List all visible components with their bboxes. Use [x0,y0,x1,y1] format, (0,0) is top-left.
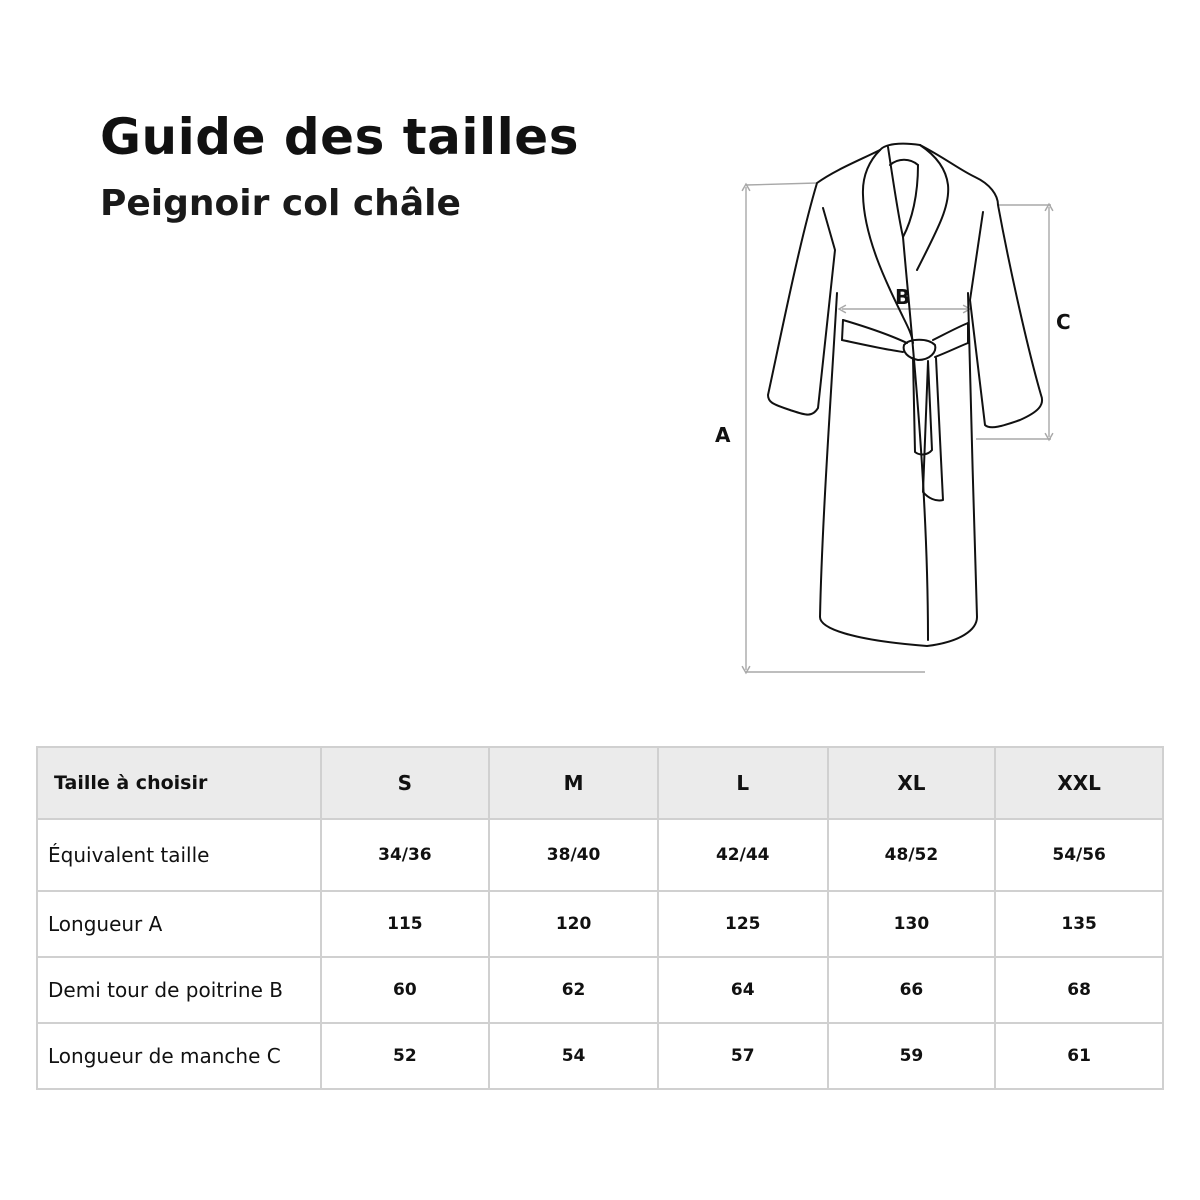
table-cell: 64 [656,956,829,1024]
column-header: S [319,746,491,820]
table-cell: 125 [656,890,829,958]
table-cell: 130 [826,890,997,958]
row-label: Longueur de manche C [36,1022,322,1090]
row-label: Équivalent taille [36,818,322,892]
table-row: Demi tour de poitrine B 60 62 64 66 68 [36,956,1164,1024]
column-header: M [488,746,659,820]
table-cell: 60 [319,956,491,1024]
table-cell: 68 [994,956,1164,1024]
table-cell: 57 [656,1022,829,1090]
table-row: Longueur de manche C 52 54 57 59 61 [36,1022,1164,1090]
row-label: Longueur A [36,890,322,958]
table-cell: 66 [826,956,997,1024]
dimension-b-label: B [895,285,911,309]
size-table: Taille à choisir S M L XL XXL Équivalent… [36,746,1164,1090]
column-header: L [656,746,829,820]
bathrobe-diagram [741,142,1054,675]
column-header: XXL [994,746,1164,820]
table-cell: 54/56 [994,818,1164,892]
table-header-row: Taille à choisir S M L XL XXL [36,746,1164,820]
table-row: Longueur A 115 120 125 130 135 [36,890,1164,958]
table-row: Équivalent taille 34/36 38/40 42/44 48/5… [36,818,1164,892]
table-cell: 62 [488,956,659,1024]
table-cell: 48/52 [826,818,997,892]
column-header: XL [826,746,997,820]
dimension-a-label: A [715,423,731,447]
bathrobe-outline [767,142,1043,647]
table-cell: 54 [488,1022,659,1090]
table-cell: 38/40 [488,818,659,892]
table-cell: 59 [826,1022,997,1090]
table-cell: 52 [319,1022,491,1090]
table-cell: 34/36 [319,818,491,892]
column-header: Taille à choisir [36,746,322,820]
belt-knot [902,338,937,361]
page-subtitle: Peignoir col châle [100,183,461,224]
table-cell: 42/44 [656,818,829,892]
table-cell: 135 [994,890,1164,958]
table-cell: 61 [994,1022,1164,1090]
table-cell: 120 [488,890,659,958]
dimension-c-label: C [1056,310,1071,334]
row-label: Demi tour de poitrine B [36,956,322,1024]
page-title: Guide des tailles [100,108,579,166]
table-cell: 115 [319,890,491,958]
dimension-lines [741,182,1054,675]
